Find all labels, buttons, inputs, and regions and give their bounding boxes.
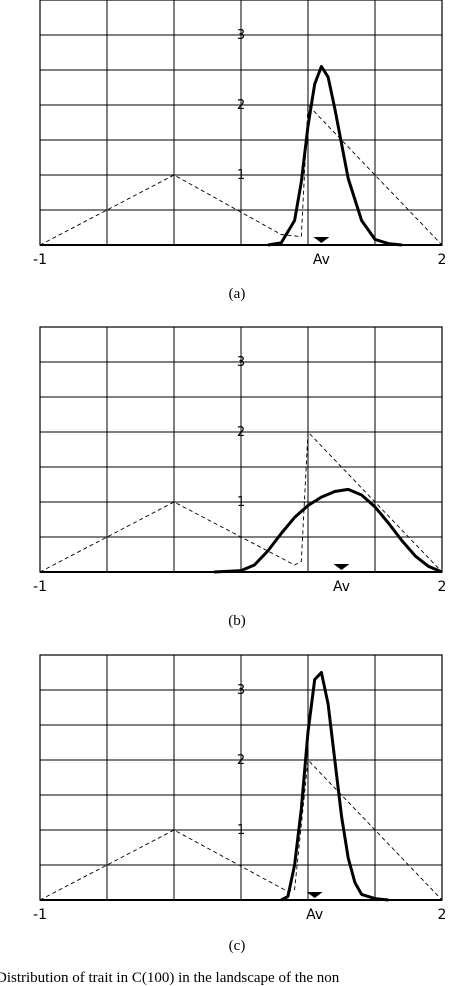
chart-panel: 1 2 3 -1 Av 2 (b) bbox=[33, 326, 447, 629]
distribution-line bbox=[267, 65, 402, 247]
landscape-line bbox=[39, 430, 443, 573]
y-tick-label: 3 bbox=[237, 683, 245, 698]
x-tick-label: Av bbox=[306, 907, 323, 923]
x-tick-label: Av bbox=[333, 579, 350, 595]
figure-caption: Distribution of trait in C(100) in the l… bbox=[0, 970, 340, 986]
average-marker bbox=[333, 564, 350, 570]
x-tick-label: Av bbox=[313, 252, 330, 268]
subfigure-label: (c) bbox=[229, 938, 246, 954]
x-tick-label: 2 bbox=[438, 252, 447, 268]
y-tick-label: 1 bbox=[237, 823, 245, 838]
average-marker bbox=[313, 237, 330, 243]
y-tick-label: 3 bbox=[237, 28, 245, 43]
x-tick-label: -1 bbox=[33, 252, 47, 268]
chart-panel: 1 2 3 -1 Av 2 (a) bbox=[33, 0, 446, 302]
distribution-line bbox=[280, 671, 389, 902]
distribution-line bbox=[214, 487, 443, 574]
y-tick-label: 2 bbox=[237, 98, 245, 113]
subfigure-label: (b) bbox=[228, 613, 246, 629]
landscape-line bbox=[39, 103, 443, 246]
y-tick-label: 2 bbox=[237, 753, 245, 768]
y-tick-label: 1 bbox=[237, 495, 245, 510]
chart-panel: 1 2 3 -1 Av 2 (c) bbox=[33, 654, 447, 954]
x-tick-label: 2 bbox=[438, 579, 447, 595]
subfigure-label: (a) bbox=[229, 286, 246, 302]
y-tick-label: 3 bbox=[237, 355, 245, 370]
average-marker bbox=[306, 892, 323, 898]
landscape-line bbox=[39, 758, 443, 901]
x-tick-label: 2 bbox=[438, 907, 447, 923]
y-tick-label: 1 bbox=[237, 168, 245, 183]
x-tick-label: -1 bbox=[33, 579, 47, 595]
x-tick-label: -1 bbox=[33, 907, 47, 923]
y-tick-label: 2 bbox=[237, 425, 245, 440]
